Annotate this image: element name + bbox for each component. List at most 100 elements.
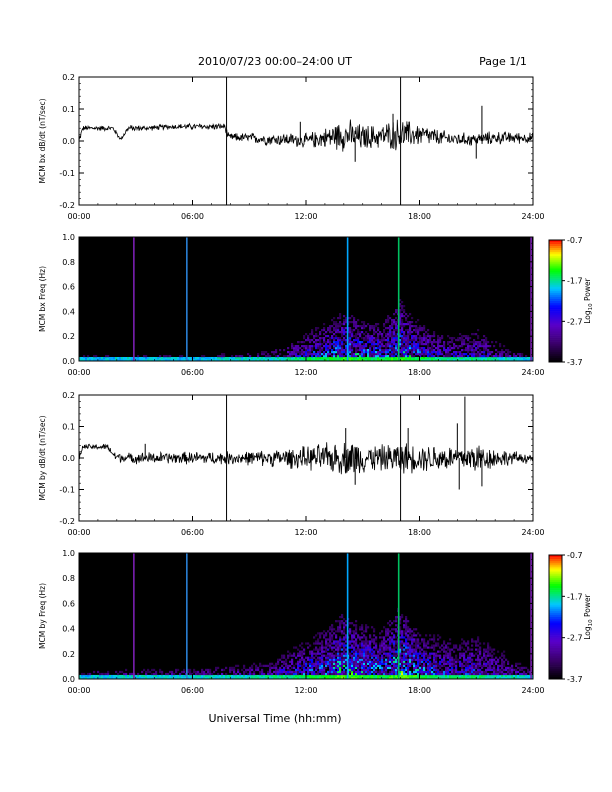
spectrogram-cell — [351, 359, 354, 362]
spectrogram-cell — [131, 676, 134, 680]
spectrogram-cell — [233, 672, 236, 676]
spectrogram-cell — [357, 349, 360, 352]
spectrogram-cell — [181, 674, 184, 678]
spectrogram-cell — [339, 654, 342, 657]
spectrogram-cell — [363, 658, 366, 661]
spectrogram-cell — [351, 674, 354, 678]
spectrogram-cell — [521, 672, 524, 676]
spectrogram-cell — [351, 329, 354, 332]
spectrogram-cell — [167, 672, 170, 676]
spectrogram-cell — [357, 644, 360, 647]
spectrogram-cell — [321, 674, 324, 678]
spectrogram-cell — [353, 357, 356, 360]
spectrogram-cell — [335, 323, 338, 326]
spectrogram-cell — [197, 674, 200, 678]
spectrogram-cell — [363, 349, 366, 352]
spectrogram-cell — [303, 335, 306, 338]
spectrogram-cell — [327, 660, 330, 663]
spectrogram-cell — [399, 632, 402, 635]
spectrogram-cell — [375, 638, 378, 641]
spectrogram-cell — [417, 644, 420, 647]
colorbar-step — [549, 325, 562, 328]
spectrogram-cell — [457, 355, 460, 358]
spectrogram-cell — [393, 337, 396, 340]
spectrogram-cell — [497, 664, 500, 667]
spectrogram-cell — [315, 652, 318, 655]
spectrogram-cell — [471, 666, 474, 670]
spectrogram-cell — [415, 351, 418, 354]
spectrogram-cell — [355, 335, 358, 338]
spectrogram-cell — [401, 676, 404, 680]
spectrogram-cell — [423, 656, 426, 659]
spectrogram-cell — [441, 648, 444, 651]
spectrogram-cell — [323, 668, 326, 672]
spectrogram-cell — [117, 672, 120, 676]
spectrogram-cell — [387, 333, 390, 336]
spectrogram-cell — [469, 666, 472, 670]
spectrogram-cell — [429, 351, 432, 354]
spectrogram-cell — [309, 670, 312, 674]
spectrogram-cell — [291, 343, 294, 346]
spectrogram-cell — [399, 622, 402, 625]
spectrogram-cell — [323, 662, 326, 665]
spectrogram-cell — [377, 323, 380, 326]
spectrogram-cell — [307, 668, 310, 672]
spectrogram-cell — [341, 664, 344, 667]
spectrogram-cell — [323, 323, 326, 326]
spectrogram-cell — [415, 644, 418, 647]
x-tick-label: 24:00 — [521, 212, 544, 221]
spectrogram-cell — [379, 670, 382, 674]
spectrogram-cell — [333, 357, 336, 360]
spectrogram-cell — [363, 654, 366, 657]
spectrogram-cell — [519, 353, 522, 356]
spectrogram-cell — [339, 313, 342, 316]
spectrogram-cell — [233, 666, 236, 670]
spectrogram-cell — [383, 648, 386, 651]
spectrogram-cell — [285, 359, 288, 362]
spectrogram-cell — [431, 359, 434, 362]
spectrogram-cell — [375, 658, 378, 661]
spectrogram-cell — [439, 353, 442, 356]
spectrogram-cell — [223, 355, 226, 358]
spectrogram-cell — [345, 357, 348, 360]
spectrogram-cell — [473, 343, 476, 346]
spectrogram-cell — [477, 351, 480, 354]
spectrogram-cell — [313, 642, 316, 645]
spectrogram-cell — [337, 317, 340, 320]
spectrogram-cell — [447, 668, 450, 672]
spectrogram-cell — [359, 676, 362, 680]
spectrogram-cell — [255, 668, 258, 672]
spectrogram-cell — [501, 662, 504, 665]
spectrogram-cell — [343, 674, 346, 678]
spectrogram-cell — [515, 668, 518, 672]
spectrogram-cell — [275, 666, 278, 670]
spectrogram-cell — [351, 650, 354, 653]
spectrogram-cell — [295, 672, 298, 676]
spectrogram-cell — [405, 672, 408, 676]
spectrogram-cell — [299, 353, 302, 356]
spectrogram-cell — [361, 632, 364, 635]
spectrogram-cell — [249, 670, 252, 674]
spectrogram-cell — [327, 664, 330, 667]
spectrogram-cell — [355, 626, 358, 629]
spectrogram-cell — [471, 652, 474, 655]
spectrogram-cell — [209, 670, 212, 674]
spectrogram-cell — [461, 343, 464, 346]
spectrogram-cell — [489, 357, 492, 360]
spectrogram-cell — [341, 351, 344, 354]
spectrogram-cell — [521, 676, 524, 680]
spectrogram-cell — [103, 357, 106, 360]
spectrogram-cell — [493, 674, 496, 678]
spectrogram-cell — [517, 676, 520, 680]
spectrogram-cell — [393, 359, 396, 362]
colorbar-step — [549, 349, 562, 353]
spectrogram-cell — [377, 353, 380, 356]
spectrogram-cell — [391, 622, 394, 625]
spectrogram-cell — [413, 355, 416, 358]
spectrogram-cell — [385, 666, 388, 670]
spectrogram-cell — [349, 662, 352, 665]
spectrogram-cell — [503, 656, 506, 659]
spectrogram-cell — [201, 668, 204, 672]
spectrogram-cell — [409, 648, 412, 651]
spectrogram-cell — [339, 638, 342, 641]
